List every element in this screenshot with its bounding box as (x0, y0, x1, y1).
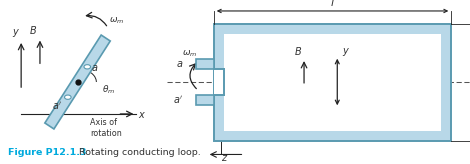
Text: Axis of
rotation: Axis of rotation (90, 118, 122, 138)
Text: $a'$: $a'$ (172, 94, 183, 106)
Text: $y$: $y$ (342, 46, 350, 58)
Text: $a'$: $a'$ (52, 100, 63, 112)
Text: $a$: $a$ (175, 59, 183, 69)
Text: $x$: $x$ (138, 110, 146, 120)
Bar (214, 69, 224, 95)
Text: $l$: $l$ (330, 0, 335, 8)
Text: $B$: $B$ (294, 45, 302, 57)
Text: $y$: $y$ (12, 27, 20, 39)
Text: $\omega_m$: $\omega_m$ (182, 48, 198, 59)
Ellipse shape (84, 65, 91, 69)
Text: $\theta_m$: $\theta_m$ (102, 83, 115, 96)
Polygon shape (45, 35, 110, 129)
Bar (196, 59, 214, 69)
Text: $\omega_m$: $\omega_m$ (109, 15, 125, 26)
Text: $B$: $B$ (29, 24, 37, 36)
Bar (224, 34, 441, 131)
Text: $z$: $z$ (220, 153, 228, 163)
Text: Figure P12.1.3: Figure P12.1.3 (8, 148, 87, 157)
Bar (196, 95, 214, 105)
Text: Rotating conducting loop.: Rotating conducting loop. (73, 148, 201, 157)
Ellipse shape (64, 95, 71, 99)
Bar (214, 24, 451, 141)
Text: $a$: $a$ (91, 63, 99, 73)
